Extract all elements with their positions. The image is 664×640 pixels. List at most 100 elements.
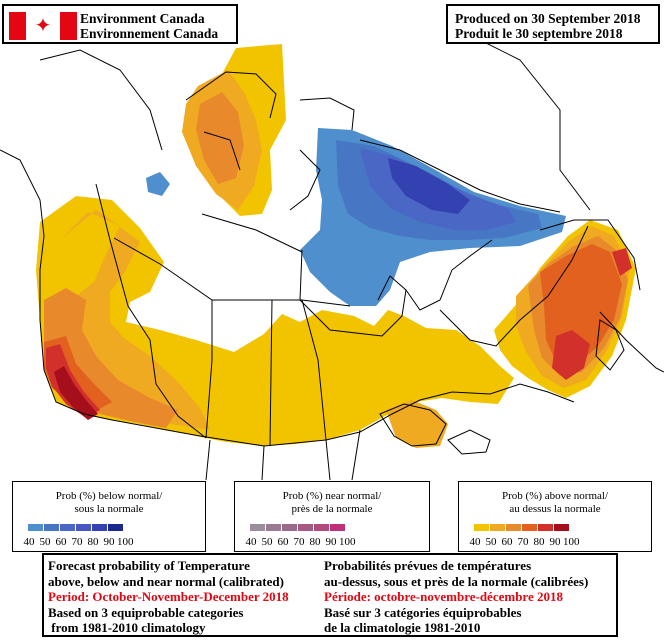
- info-en-line-4: Based on 3 equiprobable categories: [48, 604, 244, 620]
- arctic-island-4: [289, 149, 321, 211]
- legend-swatch: [92, 524, 107, 531]
- legend-swatch: [522, 524, 537, 531]
- legend-swatch: [298, 524, 313, 531]
- legend-tick-label: 50: [485, 536, 497, 548]
- legend-tick-label: 100: [563, 536, 580, 548]
- legend-tick-label: 50: [39, 536, 51, 548]
- legend-swatch: [330, 524, 345, 531]
- legend-above-swatches: [474, 524, 570, 531]
- east-above-80-north: [612, 248, 632, 276]
- legend-above-normal: Prob (%) above normal/ au dessus la norm…: [458, 481, 652, 552]
- agency-name-fr: Environnement Canada: [80, 26, 219, 41]
- east-above-80: [552, 330, 590, 380]
- info-en-line-1: Forecast probability of Temperature: [48, 558, 250, 573]
- legend-swatch: [554, 524, 569, 531]
- legend-tick-label: 80: [87, 536, 99, 548]
- prairie-line-1: [205, 300, 213, 439]
- legend-tick-label: 80: [533, 536, 545, 548]
- us-states-1: [205, 439, 211, 481]
- info-fr-period: Période: octobre-novembre-décembre 2018: [324, 589, 563, 604]
- above-normal-regions: [36, 44, 636, 448]
- info-en-line-2: above, below and near normal (calibrated…: [48, 573, 284, 589]
- agency-name-en: Environment Canada: [80, 11, 205, 26]
- info-fr-line-5: de la climatologie 1981-2010: [324, 620, 481, 635]
- legend-swatch: [266, 524, 281, 531]
- legend-swatch: [44, 524, 59, 531]
- legend-tick-label: 70: [517, 536, 529, 548]
- info-en-line-5: from 1981-2010 climatology: [48, 620, 206, 635]
- legend-near-ticks: 40 50 60 70 80 90 100: [243, 536, 356, 548]
- legend-swatch: [314, 524, 329, 531]
- agency-box: ✦ Environment Canada Environnement Canad…: [2, 4, 238, 44]
- manitoba-ontario-line: [301, 299, 327, 441]
- us-states-2: [261, 445, 265, 481]
- quebec-line: [439, 225, 589, 347]
- info-french: Probabilités prévues de températures au-…: [324, 558, 588, 636]
- info-english: Forecast probability of Temperature abov…: [48, 558, 289, 636]
- legend-near-swatches: [250, 524, 346, 531]
- newfoundland-outline: [595, 319, 625, 371]
- hudson-bay-west: [299, 249, 407, 337]
- legend-near-title-en: Prob (%) near normal/: [282, 490, 382, 502]
- legend-swatch: [60, 524, 75, 531]
- legend-tick-label: 40: [469, 536, 481, 548]
- info-en-period: Period: October-November-December 2018: [48, 589, 289, 604]
- west-above-80: [46, 344, 100, 418]
- us-states-4: [351, 429, 361, 481]
- arctic-island-2: [203, 131, 241, 171]
- legend-swatch: [282, 524, 297, 531]
- nunavut-line: [201, 213, 303, 253]
- baffin-outline: [359, 139, 561, 213]
- nunavut-below-70: [388, 158, 470, 214]
- hudson-bay-east: [405, 239, 493, 311]
- legend-tick-label: 60: [277, 536, 289, 548]
- west-arc: [39, 49, 163, 151]
- great-lakes-outline: [379, 403, 447, 447]
- legend-swatch: [538, 524, 553, 531]
- territory-line: [113, 237, 351, 307]
- us-border-line: [111, 383, 575, 447]
- great-lakes-outline-2: [447, 429, 491, 455]
- alaska-border-line: [95, 183, 151, 341]
- west-coast-line: [0, 149, 113, 421]
- labrador-line: [539, 219, 641, 291]
- produced-date-box: Produced on 30 September 2018 Produit le…: [446, 4, 660, 44]
- legend-tick-label: 70: [71, 536, 83, 548]
- legend-swatch: [474, 524, 489, 531]
- info-fr-line-1: Probabilités prévues de températures: [324, 558, 532, 573]
- legend-tick-label: 90: [325, 536, 337, 548]
- arctic-islands-above-60: [196, 92, 244, 184]
- canada-flag: ✦: [9, 12, 77, 40]
- legend-tick-label: 40: [245, 536, 257, 548]
- legend-below-ticks: 40 50 60 70 80 90 100: [21, 536, 134, 548]
- legend-swatch: [28, 524, 43, 531]
- arctic-west-below-40: [146, 172, 170, 196]
- legend-tick-label: 90: [103, 536, 115, 548]
- legend-near-normal: Prob (%) near normal/ près de la normale…: [234, 481, 430, 552]
- legend-tick-label: 90: [549, 536, 561, 548]
- info-fr-line-2: au-dessus, sous et près de la normale (c…: [324, 573, 589, 589]
- prairie-line-2: [269, 299, 273, 447]
- legend-above-title-en: Prob (%) above normal/: [502, 490, 608, 502]
- produced-date-en: Produced on 30 September 2018: [455, 11, 641, 26]
- arctic-island-3: [299, 97, 355, 131]
- legend-tick-label: 100: [339, 536, 356, 548]
- legend-tick-label: 60: [55, 536, 67, 548]
- atlantic-line: [599, 311, 664, 373]
- legend-above-ticks: 40 50 60 70 80 90 100: [467, 536, 580, 548]
- legend-swatch: [506, 524, 521, 531]
- legend-tick-label: 70: [293, 536, 305, 548]
- legend-tick-label: 60: [501, 536, 513, 548]
- legend-below-swatches: [28, 524, 124, 531]
- legend-below-normal: Prob (%) below normal/ sous la normale 4…: [12, 481, 206, 552]
- forecast-info-box: Forecast probability of Temperature abov…: [42, 553, 618, 637]
- legend-below-title-en: Prob (%) below normal/: [55, 490, 163, 502]
- legend-swatch: [108, 524, 123, 531]
- us-states-3: [325, 439, 331, 481]
- arctic-island-1: [185, 71, 277, 119]
- west-above-90: [54, 366, 98, 420]
- maple-leaf-icon: ✦: [34, 15, 52, 37]
- bc-alberta-line: [149, 339, 207, 439]
- legend-tick-label: 40: [23, 536, 35, 548]
